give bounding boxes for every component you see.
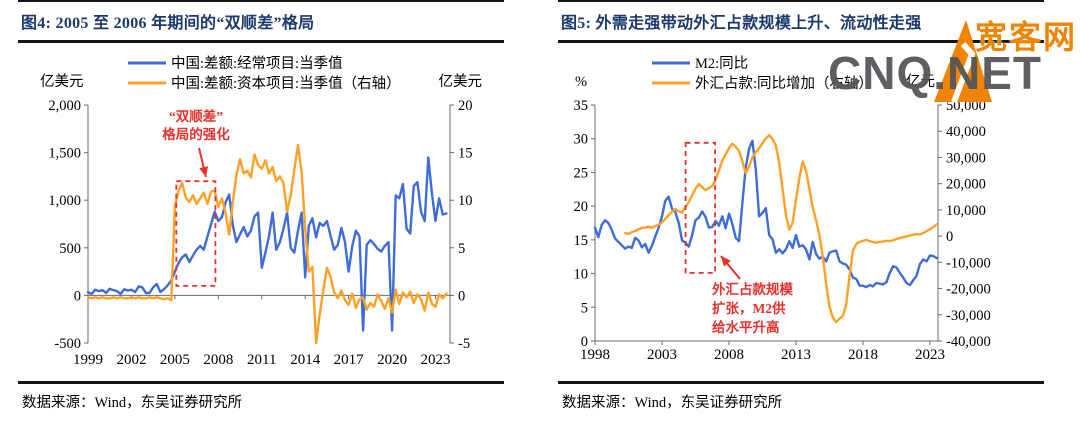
x-axis-tick-label: 2023 [421, 352, 451, 368]
right-axis-tick-label: -5 [458, 336, 470, 352]
left-axis-tick-label: 0 [581, 334, 588, 350]
figure5-title: 图5: 外需走强带动外汇占款规模上升、流动性走强 [561, 15, 922, 32]
x-axis-tick-label: 2005 [160, 352, 190, 368]
left-axis-tick-label: 0 [74, 288, 81, 304]
right-axis-tick-label: 40,000 [946, 124, 986, 140]
right-axis-tick-label: -20,000 [946, 282, 991, 298]
figure5-panel: 图5: 外需走强带动外汇占款规模上升、流动性走强 M2:同比 外汇占款:同比增加… [540, 0, 1080, 432]
annotation-arrowhead [199, 166, 208, 177]
right-axis-tick-label: 30,000 [946, 150, 986, 166]
right-axis-tick-label: -30,000 [946, 308, 991, 324]
right-axis-tick-label: 20 [458, 98, 473, 114]
left-axis-tick-label: 1,500 [48, 146, 81, 162]
capital-account-line [86, 143, 448, 345]
annotation-box [684, 141, 717, 274]
x-axis-tick-label: 2008 [714, 347, 744, 363]
left-axis-tick-label: 5 [581, 300, 588, 316]
left-axis-tick-label: -500 [54, 336, 81, 352]
figure4-panel: 图4: 2005 至 2006 年期间的“双顺差”格局 中国:差额:经常项目:当… [18, 0, 504, 411]
figure4-chart: 中国:差额:经常项目:当季值 中国:差额:资本项目:当季值（右轴） 亿美元 亿美… [40, 55, 483, 368]
figure4-legend: 中国:差额:经常项目:当季值 中国:差额:资本项目:当季值（右轴） [128, 55, 401, 92]
left-axis-tick-label: 2,000 [48, 98, 81, 114]
left-axis-tick-label: 25 [574, 165, 589, 181]
figure4-title: 图4: 2005 至 2006 年期间的“双顺差”格局 [21, 15, 315, 32]
right-axis-tick-label: 15 [458, 146, 473, 162]
left-axis-tick-label: 10 [574, 267, 589, 283]
left-axis-tick-label: 20 [574, 199, 589, 215]
figure4-source: 数据来源：Wind，东吴证券研究所 [22, 395, 243, 411]
annotation-box [175, 180, 217, 287]
right-axis-tick-label: 5 [458, 241, 465, 257]
figure4-left-axis-unit: 亿美元 [40, 73, 84, 90]
left-axis-tick-label: 500 [59, 241, 81, 257]
x-axis-tick-label: 1999 [73, 352, 103, 368]
fx-position-legend-label: 外汇占款:同比增加（右轴） [695, 75, 873, 92]
right-axis-tick-label: 0 [458, 288, 465, 304]
x-axis-tick-label: 2008 [203, 352, 233, 368]
right-axis-tick-label: 50,000 [946, 98, 986, 114]
annotation-text: “双顺差”格局的强化 [162, 108, 230, 142]
top-divider [558, 0, 1044, 2]
right-axis-tick-label: 0 [946, 229, 953, 245]
right-axis-tick-label: 10 [458, 193, 473, 209]
x-axis-tick-label: 2013 [781, 347, 811, 363]
x-axis-tick-label: 1998 [580, 347, 610, 363]
figure5-left-axis-unit: % [575, 74, 587, 90]
figure4-plot-area: 2,000 1,500 1,000 500 0 -500 20 15 10 5 0 -5 1999 200… [48, 98, 472, 368]
title-divider [18, 40, 504, 43]
bottom-divider [18, 381, 504, 384]
figure5-source: 数据来源：Wind，东吴证券研究所 [562, 395, 783, 411]
left-axis-tick-label: 15 [574, 233, 589, 249]
x-axis-tick-label: 2017 [334, 352, 365, 368]
x-axis-tick-label: 2002 [116, 352, 146, 368]
figure5-legend: M2:同比 外汇占款:同比增加（右轴） [652, 55, 873, 92]
left-axis-tick-label: 30 [574, 132, 589, 148]
left-axis-tick-label: 35 [574, 98, 589, 114]
annotation-arrowhead [721, 256, 731, 267]
fx-position-increase-line [623, 133, 938, 324]
x-axis-tick-label: 2023 [915, 347, 945, 363]
x-axis-tick-label: 2014 [290, 352, 321, 368]
right-axis-tick-label: -10,000 [946, 255, 991, 271]
capital-account-legend-label: 中国:差额:资本项目:当季值（右轴） [171, 75, 401, 92]
left-axis-tick-label: 1,000 [48, 193, 81, 209]
figure5-right-axis-unit: 亿元 [906, 73, 935, 90]
right-axis-tick-label: 10,000 [946, 203, 986, 219]
x-axis-tick-label: 2003 [647, 347, 677, 363]
annotation-text: 外汇占款规模扩张，M2供给水平升高 [712, 281, 793, 335]
x-axis-tick-label: 2011 [247, 352, 276, 368]
figure4-right-axis-unit: 亿美元 [439, 73, 483, 90]
figure5-chart: M2:同比 外汇占款:同比增加（右轴） % 亿元 35 30 25 20 15 10 5 0 5… [574, 55, 991, 363]
m2-legend-label: M2:同比 [695, 55, 748, 72]
title-divider [558, 40, 1044, 43]
x-axis-tick-label: 2018 [848, 347, 878, 363]
bottom-divider [558, 381, 1044, 384]
top-divider [18, 0, 504, 2]
figure5-plot-area: 35 30 25 20 15 10 5 0 50,000 40,000 30,000 20,000 10… [574, 98, 991, 363]
current-account-legend-label: 中国:差额:经常项目:当季值 [171, 55, 343, 72]
m2-yoy-line [593, 139, 938, 289]
current-account-line [86, 156, 448, 332]
right-axis-tick-label: 20,000 [946, 177, 986, 193]
right-axis-tick-label: -40,000 [946, 334, 991, 350]
x-axis-tick-label: 2020 [377, 352, 407, 368]
